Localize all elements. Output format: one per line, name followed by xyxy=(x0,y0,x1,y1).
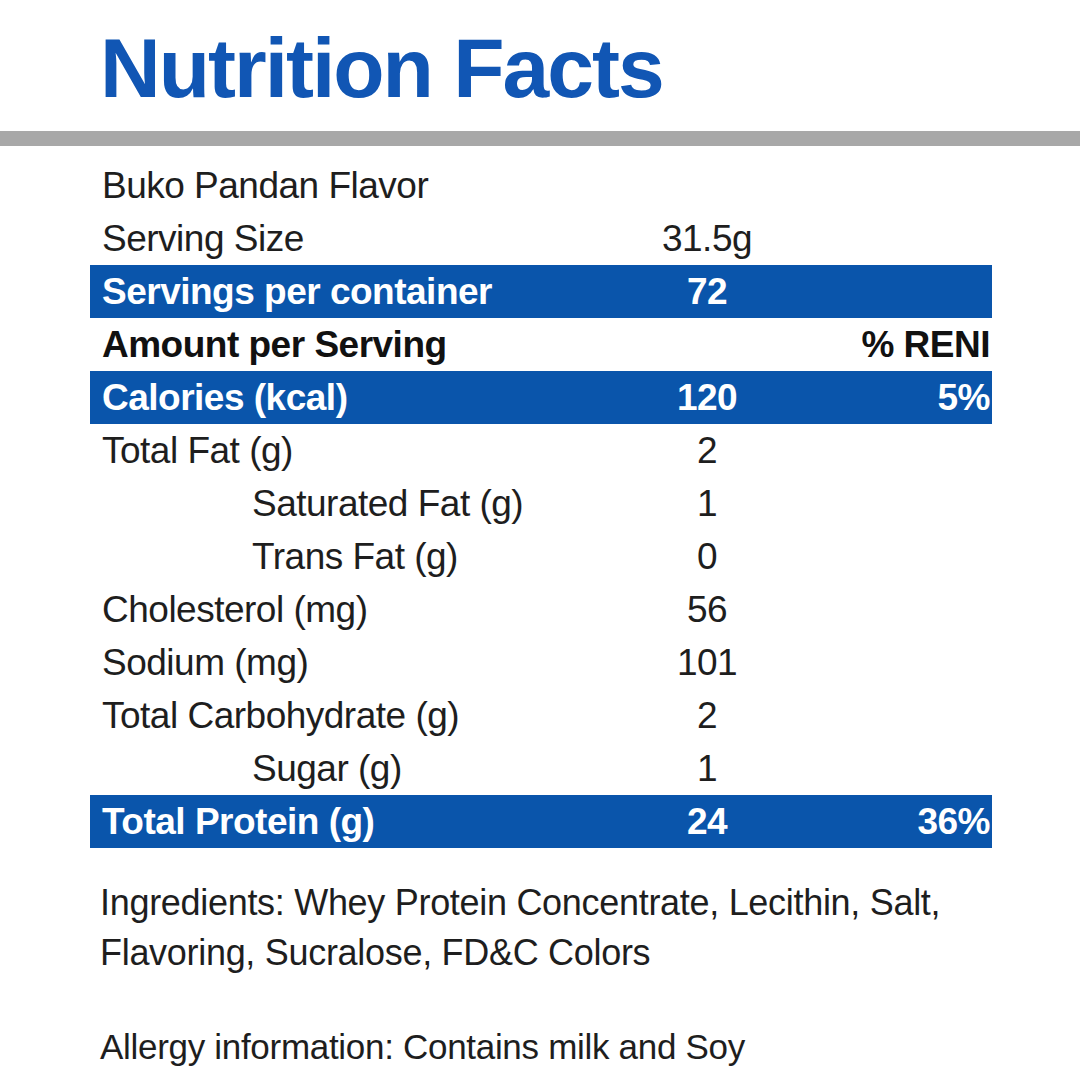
row-label: Saturated Fat (g) xyxy=(90,483,612,525)
nutrition-facts-label: Nutrition Facts Buko Pandan Flavor Servi… xyxy=(0,0,1080,1080)
row-sugar: Sugar (g) 1 xyxy=(90,742,992,795)
row-label: Serving Size xyxy=(90,218,612,260)
row-label: Total Carbohydrate (g) xyxy=(90,695,612,737)
page-title: Nutrition Facts xyxy=(0,0,1080,110)
row-total-protein: Total Protein (g) 24 36% xyxy=(90,795,992,848)
row-calories: Calories (kcal) 120 5% xyxy=(90,371,992,424)
row-amount: 2 xyxy=(612,695,802,737)
nutrition-table: Buko Pandan Flavor Serving Size 31.5g Se… xyxy=(90,160,992,848)
ingredients-line-1: Ingredients: Whey Protein Concentrate, L… xyxy=(100,878,1000,928)
row-amount: 1 xyxy=(612,748,802,790)
row-amount: 1 xyxy=(612,483,802,525)
row-total-carbohydrate: Total Carbohydrate (g) 2 xyxy=(90,689,992,742)
row-serving-size: Serving Size 31.5g xyxy=(90,212,992,265)
row-label: Total Fat (g) xyxy=(90,430,612,472)
row-label: Sugar (g) xyxy=(90,748,612,790)
row-amount: 120 xyxy=(612,377,802,419)
row-amount: 72 xyxy=(612,271,802,313)
row-amount: 31.5g xyxy=(612,218,802,260)
row-label: Trans Fat (g) xyxy=(90,536,612,578)
row-amount: 2 xyxy=(612,430,802,472)
allergy-information: Allergy information: Contains milk and S… xyxy=(100,1022,1000,1072)
row-amount-per-serving-header: Amount per Serving % RENI xyxy=(90,318,992,371)
row-label: Total Protein (g) xyxy=(90,801,612,843)
ingredients-line-2: Flavoring, Sucralose, FD&C Colors xyxy=(100,928,1000,978)
row-label: Servings per container xyxy=(90,271,612,313)
row-label: Calories (kcal) xyxy=(90,377,612,419)
row-percent: % RENI xyxy=(802,324,992,366)
row-percent: 36% xyxy=(802,801,992,843)
row-amount: 0 xyxy=(612,536,802,578)
row-cholesterol: Cholesterol (mg) 56 xyxy=(90,583,992,636)
flavor-line: Buko Pandan Flavor xyxy=(90,160,992,212)
row-amount: 101 xyxy=(612,642,802,684)
row-label: Amount per Serving xyxy=(90,324,612,366)
row-servings-per-container: Servings per container 72 xyxy=(90,265,992,318)
row-trans-fat: Trans Fat (g) 0 xyxy=(90,530,992,583)
row-sodium: Sodium (mg) 101 xyxy=(90,636,992,689)
row-percent: 5% xyxy=(802,377,992,419)
ingredients-block: Ingredients: Whey Protein Concentrate, L… xyxy=(100,878,1000,1072)
row-amount: 24 xyxy=(612,801,802,843)
row-saturated-fat: Saturated Fat (g) 1 xyxy=(90,477,992,530)
row-amount: 56 xyxy=(612,589,802,631)
row-label: Cholesterol (mg) xyxy=(90,589,612,631)
title-divider xyxy=(0,131,1080,146)
row-total-fat: Total Fat (g) 2 xyxy=(90,424,992,477)
row-label: Sodium (mg) xyxy=(90,642,612,684)
